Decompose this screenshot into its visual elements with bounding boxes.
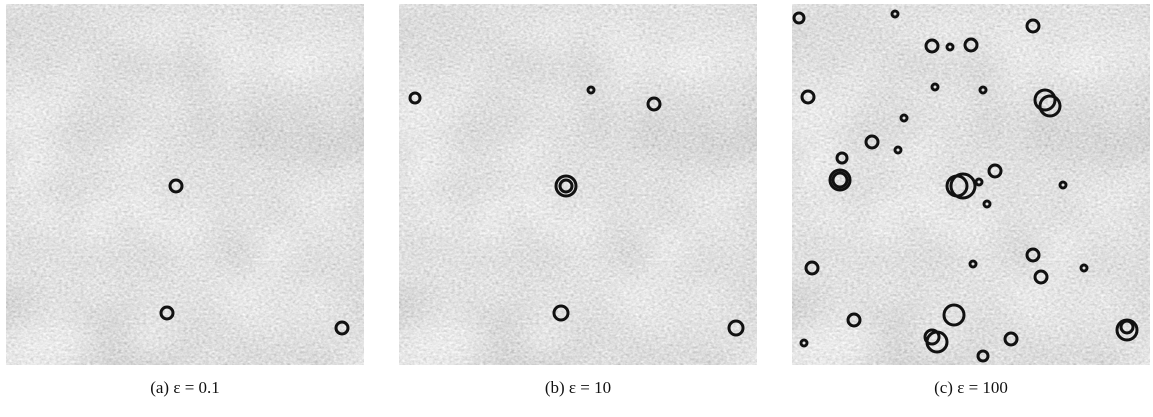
figure: (a) ε = 0.1 (b) ε = 10 (c) ε = 100 (0, 0, 1153, 412)
knit-texture (6, 4, 364, 365)
panel (399, 4, 757, 365)
page: (a) ε = 0.1(b) ε = 10(c) ε = 100 (() => … (0, 0, 1153, 412)
caption: (c) ε = 100 (934, 378, 1008, 397)
caption: (b) ε = 10 (545, 378, 611, 397)
panel (6, 4, 364, 365)
panel (792, 4, 1150, 365)
knit-texture (399, 4, 757, 365)
caption: (a) ε = 0.1 (150, 378, 220, 397)
